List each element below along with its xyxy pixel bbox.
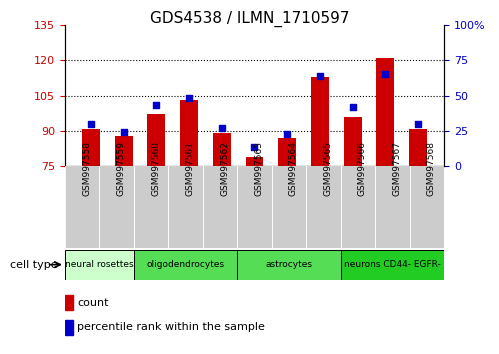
Text: GDS4538 / ILMN_1710597: GDS4538 / ILMN_1710597 xyxy=(150,11,349,27)
Bar xyxy=(65,166,99,248)
Text: oligodendrocytes: oligodendrocytes xyxy=(147,260,225,269)
Bar xyxy=(237,250,341,280)
Text: GSM997565: GSM997565 xyxy=(323,141,332,196)
Text: cell type: cell type xyxy=(10,259,57,270)
Point xyxy=(218,125,226,131)
Bar xyxy=(148,114,166,166)
Text: GSM997560: GSM997560 xyxy=(151,141,160,196)
Bar xyxy=(272,166,306,248)
Text: astrocytes: astrocytes xyxy=(265,260,312,269)
Point xyxy=(153,103,161,108)
Bar xyxy=(278,138,296,166)
Point xyxy=(348,104,356,110)
Bar xyxy=(65,250,134,280)
Point xyxy=(381,72,389,77)
Text: GSM997561: GSM997561 xyxy=(186,141,195,196)
Text: GSM997563: GSM997563 xyxy=(254,141,263,196)
Point xyxy=(414,121,422,127)
Text: GSM997564: GSM997564 xyxy=(289,141,298,196)
Bar xyxy=(410,166,444,248)
Text: GSM997568: GSM997568 xyxy=(427,141,436,196)
Bar xyxy=(246,157,263,166)
Text: percentile rank within the sample: percentile rank within the sample xyxy=(77,322,265,332)
Bar xyxy=(180,100,198,166)
Text: neurons CD44- EGFR-: neurons CD44- EGFR- xyxy=(344,260,441,269)
Bar xyxy=(311,77,329,166)
Bar xyxy=(237,166,272,248)
Bar xyxy=(341,250,444,280)
Text: count: count xyxy=(77,298,108,308)
Text: GSM997562: GSM997562 xyxy=(220,141,229,196)
Bar xyxy=(409,129,427,166)
Point xyxy=(250,144,258,149)
Bar xyxy=(213,133,231,166)
Bar xyxy=(82,129,100,166)
Bar xyxy=(134,250,237,280)
Bar xyxy=(376,58,394,166)
Bar xyxy=(341,166,375,248)
Bar xyxy=(134,166,168,248)
Bar xyxy=(65,295,73,310)
Bar xyxy=(168,166,203,248)
Text: GSM997566: GSM997566 xyxy=(358,141,367,196)
Text: GSM997559: GSM997559 xyxy=(117,141,126,196)
Bar xyxy=(306,166,341,248)
Bar xyxy=(375,166,410,248)
Bar xyxy=(343,117,361,166)
Point xyxy=(316,73,324,79)
Bar xyxy=(99,166,134,248)
Point xyxy=(120,130,128,135)
Point xyxy=(283,131,291,137)
Text: GSM997558: GSM997558 xyxy=(82,141,91,196)
Bar xyxy=(203,166,237,248)
Point xyxy=(185,96,193,101)
Text: GSM997567: GSM997567 xyxy=(392,141,401,196)
Bar xyxy=(65,320,73,335)
Text: neural rosettes: neural rosettes xyxy=(65,260,134,269)
Point xyxy=(87,121,95,127)
Bar xyxy=(115,136,133,166)
